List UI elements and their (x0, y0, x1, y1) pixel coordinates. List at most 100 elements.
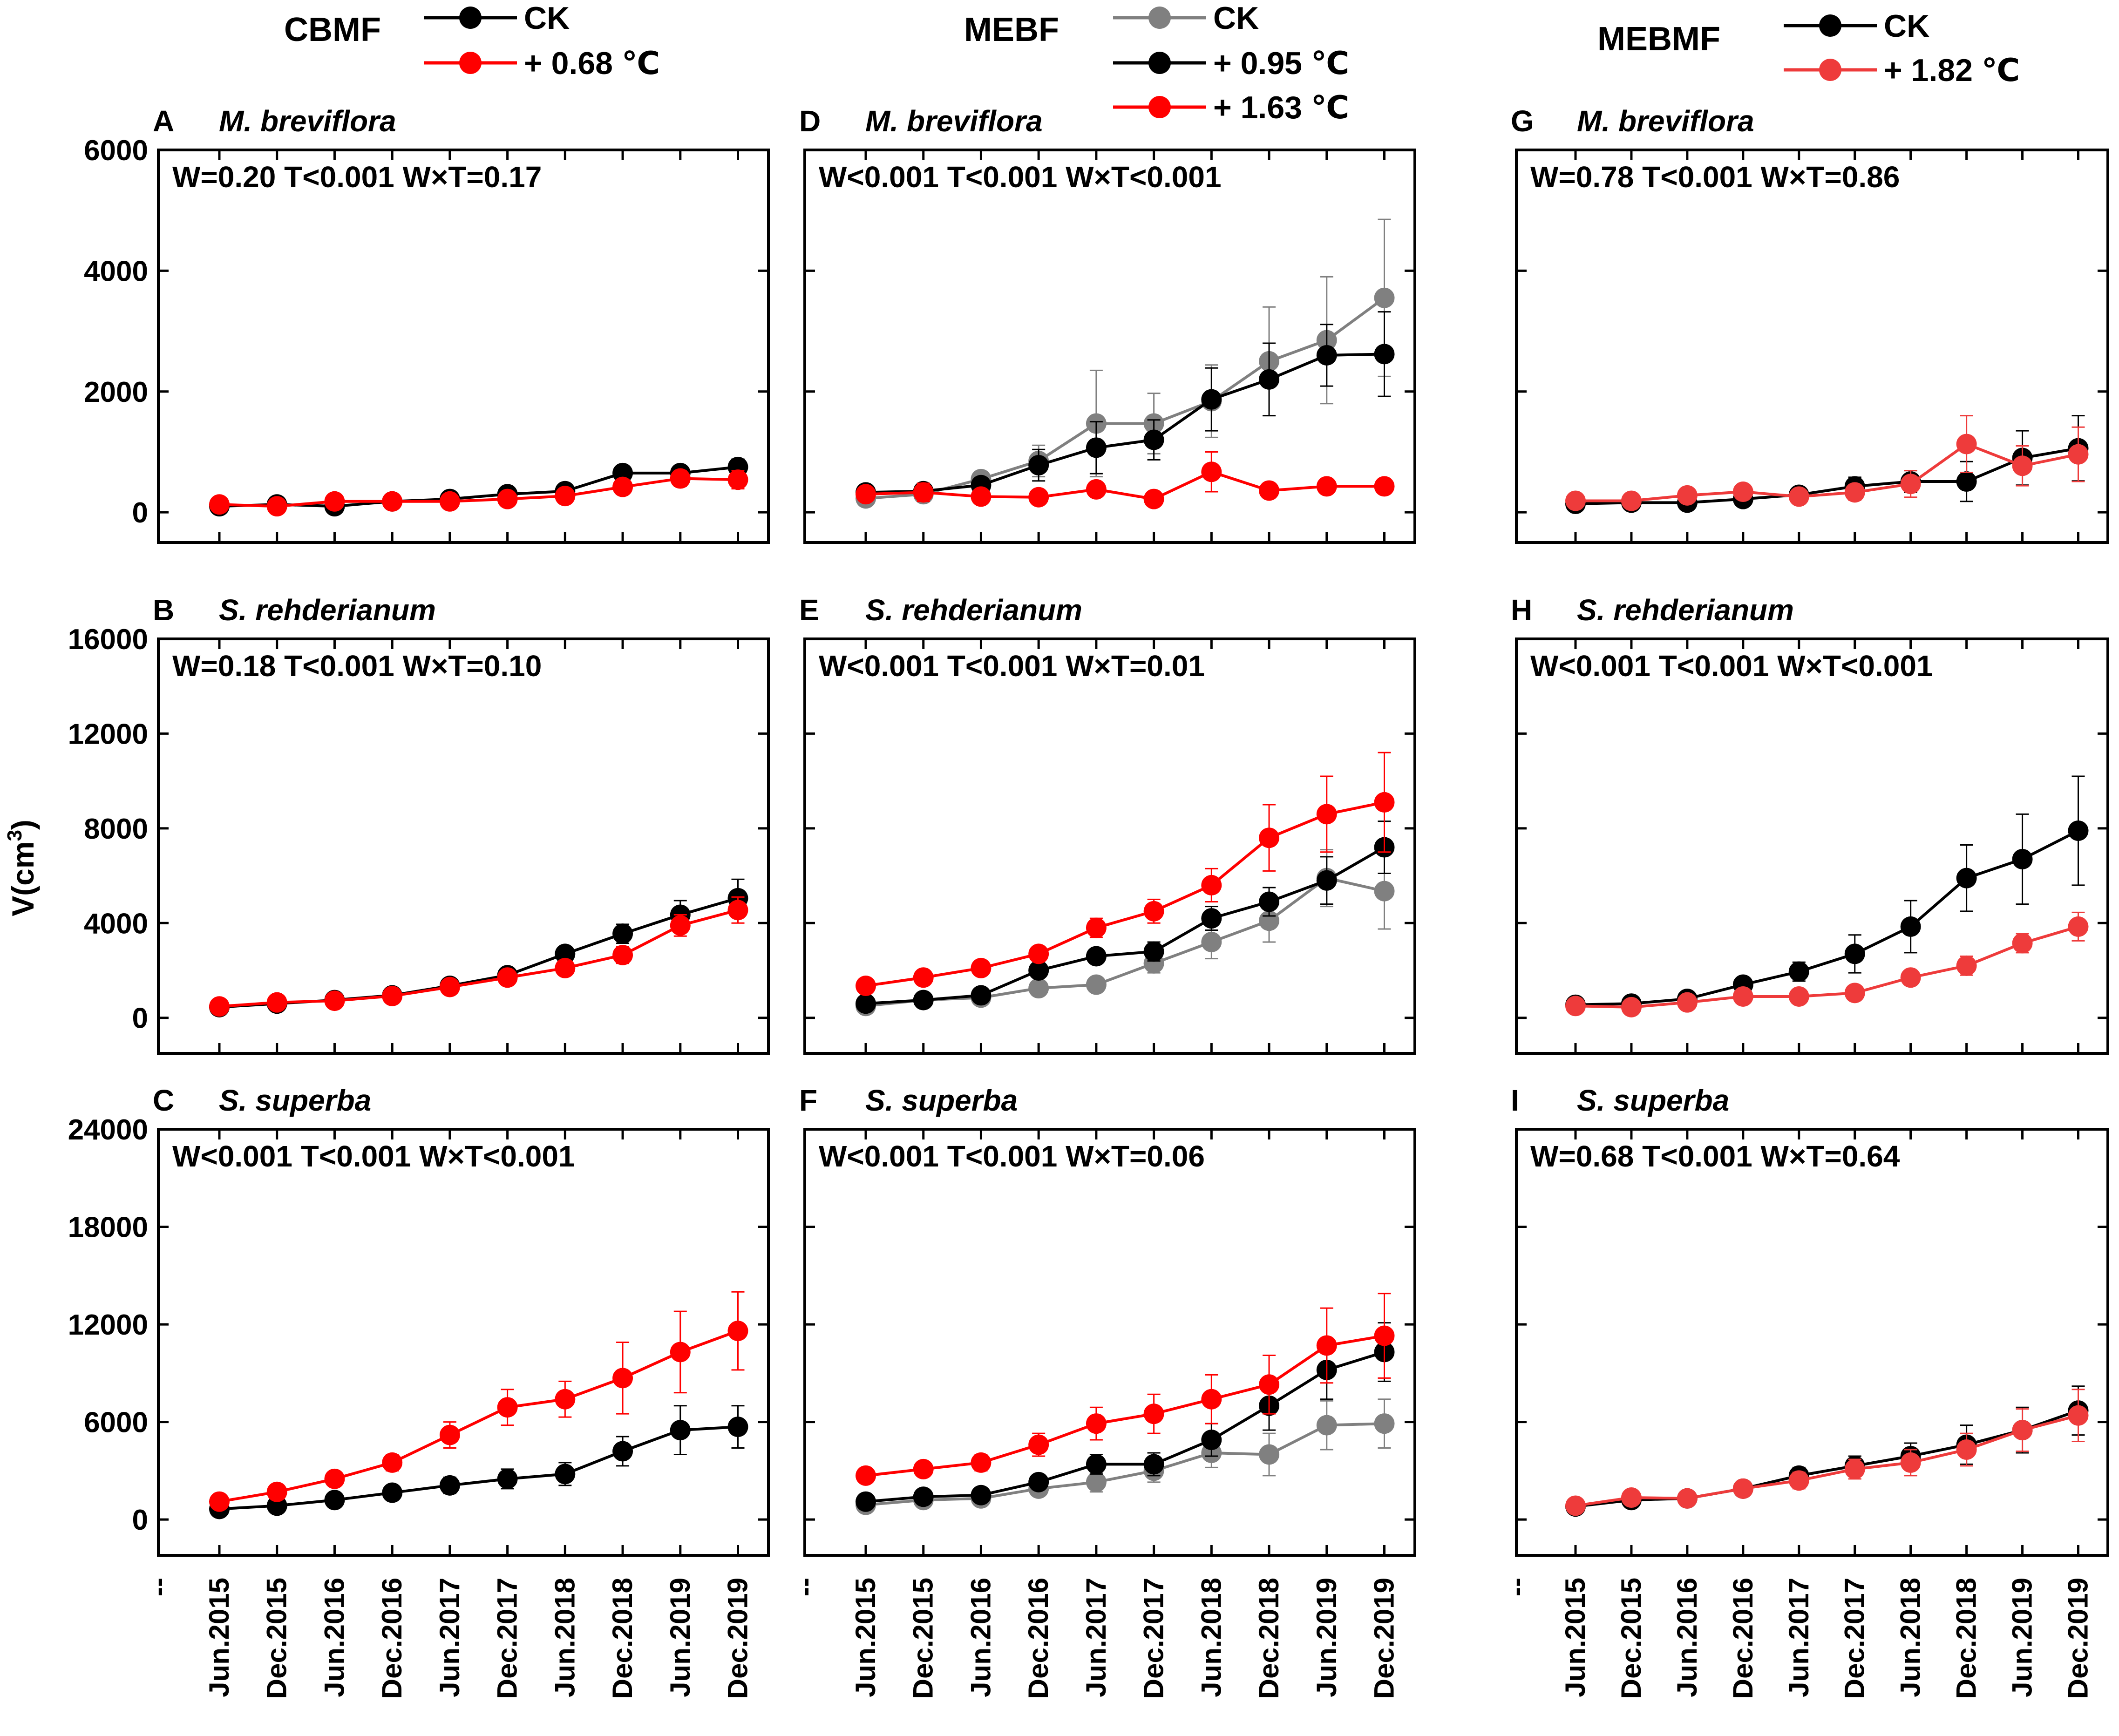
data-point (209, 996, 230, 1017)
stats-annotation: W<0.001 T<0.001 W×T<0.001 (819, 160, 1222, 194)
data-point (971, 486, 992, 507)
x-tick-label: Dec.2015 (1616, 1578, 1647, 1699)
stats-annotation: W<0.001 T<0.001 W×T=0.01 (819, 649, 1205, 683)
panel-E: E S. rehderianum W<0.001 T<0.001 W×T=0.01 (799, 593, 1416, 1055)
legend-marker (459, 52, 482, 74)
series-line (219, 465, 738, 508)
plot-frame (803, 1128, 1416, 1557)
data-point (1844, 1458, 1865, 1479)
y-axis-label: V(cm3) (3, 820, 40, 916)
data-point (1028, 943, 1049, 964)
data-point (1259, 827, 1280, 848)
x-tick-label: Jun.2019 (1311, 1578, 1342, 1697)
species-name: M. breviflora (219, 104, 396, 138)
stats-annotation: W<0.001 T<0.001 W×T<0.001 (1530, 649, 1933, 683)
species-name: S. superba (1577, 1084, 1729, 1117)
series-1 (1565, 1389, 2089, 1516)
data-point (612, 944, 633, 965)
data-point (670, 468, 691, 489)
data-point (2068, 1405, 2089, 1426)
data-point (971, 957, 992, 978)
plot-frame (1515, 637, 2109, 1055)
data-point (324, 990, 345, 1011)
data-point (497, 1468, 518, 1489)
data-point (1621, 997, 1642, 1017)
data-point (324, 1490, 345, 1511)
data-point (856, 1465, 876, 1486)
data-point (382, 985, 403, 1006)
data-point (1086, 1454, 1107, 1475)
legend-mebmf: MEBMF CK + 1.82 ℃ (1597, 8, 2020, 88)
stats-annotation: W<0.001 T<0.001 W×T=0.06 (819, 1139, 1205, 1173)
data-point (1844, 943, 1865, 964)
series-1 (209, 896, 748, 1017)
data-point (670, 1342, 691, 1363)
data-point (439, 1424, 460, 1445)
y-tick-label: 0 (132, 1003, 148, 1035)
data-point (727, 900, 748, 921)
panel-letter: H (1511, 593, 1532, 627)
data-point (1374, 881, 1395, 902)
panel-B: B S. rehderianum W=0.18 T<0.001 W×T=0.10 0 4… (68, 593, 770, 1055)
data-point (1086, 974, 1107, 995)
data-point (1900, 967, 1921, 988)
legend-label: + 1.63 ℃ (1213, 90, 1349, 125)
data-point (2012, 455, 2033, 476)
panels: A M. breviflora W=0.20 T<0.001 W×T=0.17 0 20… (68, 104, 2109, 1699)
data-point (1201, 908, 1222, 929)
series-0 (1565, 775, 2089, 1015)
legend-label: CK (524, 0, 570, 36)
panel-A: A M. breviflora W=0.20 T<0.001 W×T=0.17 0 20… (84, 104, 770, 544)
data-point (1565, 1495, 1586, 1516)
x-tick-label: Jun.2018 (1195, 1578, 1227, 1697)
series-line (1575, 925, 2079, 1009)
x-tick-label: Jun.2017 (1080, 1578, 1112, 1697)
data-point (1316, 476, 1337, 497)
series-1 (209, 468, 748, 517)
x-tick-label: Jun.2016 (965, 1578, 996, 1697)
x-tick-label: Dec.2018 (1253, 1578, 1284, 1699)
plot-frame (157, 637, 770, 1055)
panel-C: C S. superba W<0.001 T<0.001 W×T<0.001 0 600… (68, 1084, 770, 1699)
y-tick-label: 6000 (84, 1407, 148, 1439)
data-point (1677, 992, 1698, 1013)
stats-annotation: W=0.68 T<0.001 W×T=0.64 (1530, 1139, 1900, 1173)
panel-letter: I (1511, 1084, 1519, 1117)
data-point (2068, 916, 2089, 937)
data-point (497, 1397, 518, 1418)
data-point (971, 1485, 992, 1505)
panel-D: D M. breviflora W<0.001 T<0.001 W×T<0.001 (799, 104, 1416, 544)
data-point (439, 491, 460, 512)
y-tick-label: 12000 (68, 718, 148, 750)
panel-letter: D (799, 104, 821, 138)
legend-site-label: MEBMF (1597, 20, 1720, 58)
x-tick-label: Jun.2018 (549, 1578, 580, 1697)
species-name: M. breviflora (865, 104, 1043, 138)
data-point (439, 1475, 460, 1496)
x-tick-label: Dec.2017 (492, 1578, 523, 1699)
data-point (209, 1491, 230, 1512)
data-point (1086, 479, 1107, 500)
x-tick-label: Jun.2018 (1895, 1578, 1926, 1697)
panel-letter: B (153, 593, 174, 627)
data-point (1900, 1452, 1921, 1473)
data-point (1621, 490, 1642, 511)
x-tick-label: Dec.2015 (261, 1578, 292, 1699)
legend-label: CK (1213, 0, 1259, 36)
x-tick-label: Dec.2019 (2063, 1578, 2094, 1699)
x-tick-label: Dec.2019 (1369, 1578, 1400, 1699)
data-point (209, 494, 230, 515)
series-line (865, 876, 1385, 1008)
data-point (1316, 1415, 1337, 1436)
y-tick-label: 4000 (84, 908, 148, 940)
series-2 (856, 752, 1395, 997)
series-line (865, 353, 1385, 494)
data-point (1956, 434, 1977, 454)
data-point (1028, 487, 1049, 508)
data-point (1844, 983, 1865, 1004)
data-point (324, 491, 345, 512)
legends: CBMF CK + 0.68 ℃ MEBF CK + 0.95 ℃ + 1.63 ℃ MEBM… (284, 0, 2020, 125)
data-point (1143, 429, 1164, 450)
data-point (497, 967, 518, 988)
series-0 (209, 878, 748, 1017)
